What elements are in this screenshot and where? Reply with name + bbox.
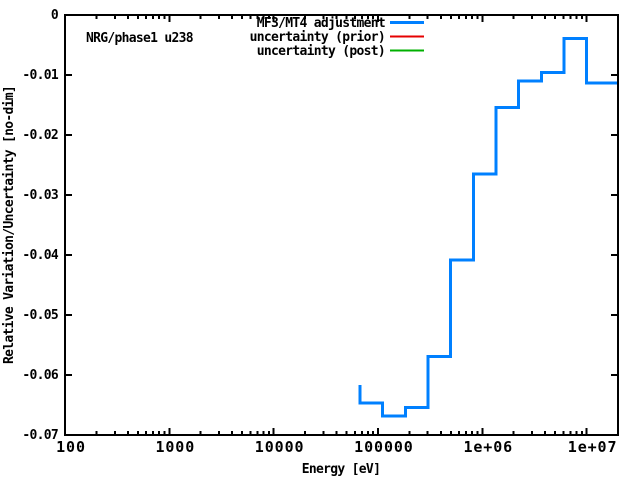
- y-tick-label: -0.07: [22, 428, 58, 443]
- y-tick-label: -0.06: [22, 368, 59, 383]
- y-major-ticks: [65, 14, 618, 436]
- y-tick-labels: 0 -0.01 -0.02 -0.03 -0.04 -0.05 -0.06 -0.07: [22, 8, 59, 443]
- plot-border: [64, 14, 619, 436]
- adjustment-series-line: [358, 36, 618, 418]
- x-tick-label: 10000: [255, 438, 305, 456]
- x-tick-label: 100000: [354, 438, 414, 456]
- y-axis-title: Relative Variation/Uncertainty [no-dim]: [2, 86, 17, 364]
- x-minor-ticks: [95, 15, 583, 435]
- y-tick-label: 0: [51, 8, 59, 23]
- y-tick-label: -0.05: [22, 308, 58, 323]
- legend-label: MF3/MT4 adjustment: [257, 16, 385, 31]
- x-major-ticks: [64, 15, 588, 435]
- x-tick-label: 100: [56, 438, 86, 456]
- x-tick-label: 1000: [155, 438, 195, 456]
- y-tick-label: -0.04: [22, 248, 59, 263]
- x-tick-label: 1e+06: [463, 438, 513, 456]
- x-axis-title: Energy [eV]: [302, 462, 380, 477]
- x-tick-labels: 100 1000 10000 100000 1e+06 1e+07: [56, 438, 618, 456]
- legend-label: uncertainty (prior): [250, 30, 385, 45]
- y-tick-label: -0.01: [22, 68, 59, 83]
- y-tick-label: -0.02: [22, 128, 58, 143]
- y-tick-label: -0.03: [22, 188, 58, 203]
- legend-label: uncertainty (post): [257, 44, 385, 59]
- plot-annotation: NRG/phase1 u238: [86, 31, 194, 46]
- series-curves: [358, 36, 618, 418]
- x-tick-label: 1e+07: [568, 438, 618, 456]
